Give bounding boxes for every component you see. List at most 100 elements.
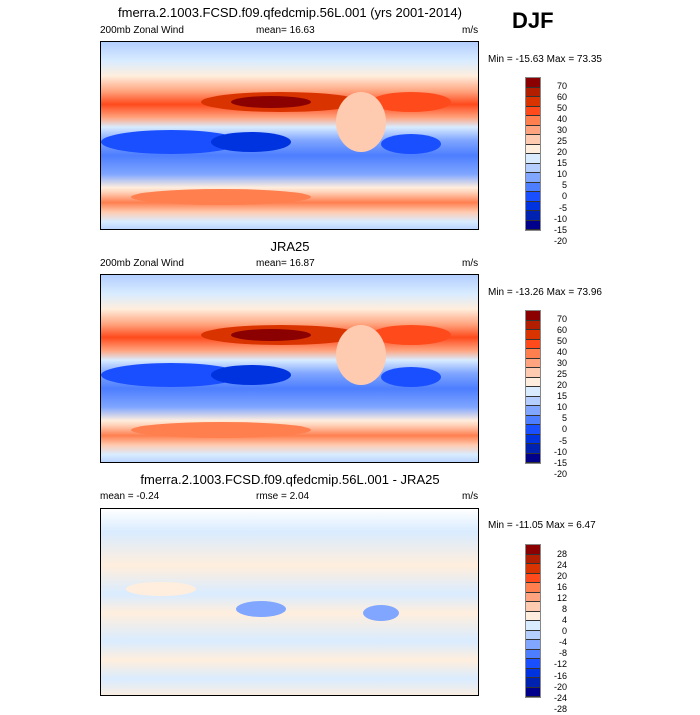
colorbar-tick-label: 30 xyxy=(556,358,567,369)
colorbar-tick-label: 24 xyxy=(556,560,567,571)
colorbar-tick-label: 25 xyxy=(556,369,567,380)
colorbar-box xyxy=(526,592,540,602)
colorbar-tick-label: 70 xyxy=(556,81,567,91)
panel-2-mean: mean= 16.87 xyxy=(256,258,315,269)
colorbar-box xyxy=(526,602,540,612)
colorbar-box xyxy=(526,453,540,463)
colorbar-box xyxy=(526,116,540,126)
colorbar-tick-label: 15 xyxy=(556,391,567,402)
colorbar-box xyxy=(526,173,540,183)
colorbar-tick-label: -5 xyxy=(558,202,567,213)
colorbar-tick-label: -8 xyxy=(558,648,567,659)
panel-1-title: fmerra.2.1003.FCSD.f09.qfedcmip.56L.001 … xyxy=(118,5,462,20)
colorbar-tick-label: 0 xyxy=(561,626,567,637)
panel-2-units: m/s xyxy=(462,258,479,269)
colorbar-box xyxy=(526,649,540,659)
panel-2-map xyxy=(100,274,479,463)
colorbar-box xyxy=(526,192,540,202)
field-contour xyxy=(336,92,386,152)
panel-3-map xyxy=(100,508,479,696)
field-contour xyxy=(211,132,291,152)
panel-2-colorbar-ticks: 70 60 50 40 30 25 20 15 10 5 0 -5 -10 -15 -20 xyxy=(549,314,567,480)
panel-1-map xyxy=(100,41,479,230)
colorbar-box xyxy=(526,387,540,397)
colorbar-box xyxy=(526,554,540,564)
colorbar-box xyxy=(526,182,540,192)
colorbar-tick-label: 60 xyxy=(556,325,567,336)
colorbar-tick-label: -16 xyxy=(553,670,567,681)
colorbar-box xyxy=(526,87,540,97)
colorbar-tick-label: 25 xyxy=(556,136,567,147)
colorbar-box xyxy=(526,415,540,425)
colorbar-tick-label: 50 xyxy=(556,103,567,114)
colorbar-tick-label: 10 xyxy=(556,169,567,180)
colorbar-box xyxy=(526,659,540,669)
colorbar-tick-label: 20 xyxy=(556,380,567,391)
colorbar-tick-label: -12 xyxy=(553,659,567,670)
colorbar-box xyxy=(526,640,540,650)
colorbar-tick-label: -20 xyxy=(553,235,567,246)
colorbar-box xyxy=(526,434,540,444)
field-background xyxy=(101,509,478,695)
colorbar-box xyxy=(526,573,540,583)
field-contour xyxy=(131,189,311,205)
colorbar-tick-label: -15 xyxy=(553,457,567,468)
field-contour xyxy=(371,92,451,112)
colorbar-box xyxy=(526,201,540,211)
panel-2-variable: 200mb Zonal Wind xyxy=(100,258,184,269)
colorbar-box xyxy=(526,668,540,678)
field-contour xyxy=(131,422,311,438)
colorbar-tick-label: 40 xyxy=(556,114,567,125)
field-contour xyxy=(231,96,311,108)
colorbar-tick-label: 4 xyxy=(561,615,567,626)
panel-2-minmax: Min = -13.26 Max = 73.96 xyxy=(488,287,602,298)
colorbar-box xyxy=(526,154,540,164)
colorbar-box xyxy=(526,106,540,116)
panel-2-title: JRA25 xyxy=(270,239,310,254)
field-contour xyxy=(371,325,451,345)
panel-3-rmse: rmse = 2.04 xyxy=(256,491,310,502)
field-contour xyxy=(101,130,241,154)
colorbar-box xyxy=(526,349,540,359)
field-contour xyxy=(126,582,196,596)
panel-1-minmax: Min = -15.63 Max = 73.35 xyxy=(488,54,602,65)
colorbar-tick-label: 5 xyxy=(561,180,567,191)
colorbar-tick-label: -20 xyxy=(553,468,567,479)
colorbar-box xyxy=(526,135,540,145)
colorbar-tick-label: 10 xyxy=(556,402,567,413)
colorbar-tick-label: 16 xyxy=(556,582,567,593)
field-contour xyxy=(211,365,291,385)
panel-3-mean: mean = -0.24 xyxy=(100,491,160,502)
colorbar-tick-label: 20 xyxy=(556,147,567,158)
colorbar-tick-label: 5 xyxy=(561,413,567,424)
colorbar-tick-label: -20 xyxy=(553,681,567,692)
panel-3-colorbar-ticks: 28 24 20 16 12 8 4 0 -4 -8 -12 -16 -20 -24 -28 xyxy=(549,549,567,715)
panel-1-variable: 200mb Zonal Wind xyxy=(100,25,184,36)
colorbar-tick-label: -28 xyxy=(553,703,567,714)
panel-3-title: fmerra.2.1003.FCSD.f09.qfedcmip.56L.001 … xyxy=(140,472,440,487)
field-contour xyxy=(101,363,241,387)
colorbar-box xyxy=(526,545,540,555)
colorbar-box xyxy=(526,78,540,88)
colorbar-box xyxy=(526,377,540,387)
colorbar-tick-label: -10 xyxy=(553,213,567,224)
colorbar-box xyxy=(526,444,540,454)
colorbar-box xyxy=(526,311,540,321)
colorbar-box xyxy=(526,564,540,574)
colorbar-box xyxy=(526,368,540,378)
field-contour xyxy=(381,367,441,387)
colorbar-tick-label: 30 xyxy=(556,125,567,136)
colorbar-box xyxy=(526,320,540,330)
colorbar-box xyxy=(526,630,540,640)
colorbar-box xyxy=(526,425,540,435)
colorbar-box xyxy=(526,406,540,416)
colorbar-tick-label: -5 xyxy=(558,435,567,446)
colorbar-tick-label: 20 xyxy=(556,571,567,582)
colorbar-box xyxy=(526,611,540,621)
colorbar-tick-label: 40 xyxy=(556,347,567,358)
panel-1-units: m/s xyxy=(462,25,479,36)
colorbar-box xyxy=(526,220,540,230)
panel-3-minmax: Min = -11.05 Max = 6.47 xyxy=(488,520,596,531)
colorbar-box xyxy=(526,125,540,135)
colorbar-box xyxy=(526,583,540,593)
